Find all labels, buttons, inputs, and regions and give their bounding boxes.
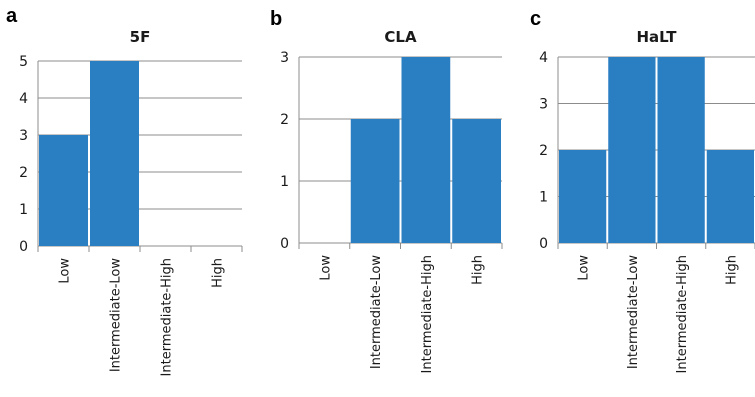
chart-title: CLA <box>384 28 417 46</box>
bar-intermediate-low <box>90 61 139 246</box>
x-tick-label: Intermediate-High <box>675 255 690 373</box>
y-tick-label: 0 <box>539 236 548 252</box>
panel-letter: a <box>6 5 18 27</box>
y-tick-label: 1 <box>280 174 289 190</box>
panel-b: b CLA 0 1 2 3 Low Intermediate-Low Intermediate-… <box>270 8 502 373</box>
y-tick-label: 1 <box>19 202 28 218</box>
x-tick-label: High <box>471 255 486 285</box>
x-tick-label: Intermediate-Low <box>109 258 124 373</box>
panel-a: a 5F 0 1 2 3 4 5 Low Intermediate-Low Intermediate… <box>6 5 242 376</box>
x-tick-label: Low <box>318 255 333 281</box>
panel-letter: b <box>270 8 282 30</box>
y-tick-label: 1 <box>539 190 548 206</box>
bar-intermediate-low <box>351 119 400 243</box>
bar-low <box>39 135 88 246</box>
x-tick-label: High <box>211 258 226 288</box>
y-tick-label: 3 <box>280 50 289 66</box>
bar-high <box>707 150 754 243</box>
y-tick-label: 2 <box>19 165 28 181</box>
bar-low <box>559 150 606 243</box>
bar-intermediate-low <box>608 57 655 243</box>
y-tick-label: 2 <box>539 143 548 159</box>
y-tick-label: 0 <box>19 239 28 255</box>
x-tick-label: High <box>724 255 739 285</box>
bar-intermediate-high <box>402 57 451 243</box>
x-tick-label: Low <box>577 255 592 281</box>
x-tick-label: Intermediate-High <box>420 255 435 373</box>
x-tick-label: Intermediate-High <box>160 258 175 376</box>
x-tick-label: Low <box>58 258 73 284</box>
y-tick-label: 0 <box>280 236 289 252</box>
panel-c: c HaLT 0 1 2 3 4 Low Intermediate-Low Intermediat… <box>530 8 755 373</box>
y-tick-label: 5 <box>19 54 28 70</box>
y-tick-label: 3 <box>19 128 28 144</box>
panel-letter: c <box>530 8 541 30</box>
x-tick-label: Intermediate-Low <box>369 255 384 370</box>
bar-high <box>452 119 501 243</box>
chart-title: HaLT <box>637 28 678 46</box>
y-tick-label: 2 <box>280 112 289 128</box>
y-tick-label: 4 <box>539 50 548 66</box>
y-tick-label: 4 <box>19 91 28 107</box>
x-tick-label: Intermediate-Low <box>626 255 641 370</box>
bar-intermediate-high <box>658 57 705 243</box>
y-tick-label: 3 <box>539 97 548 113</box>
chart-title: 5F <box>130 28 151 46</box>
